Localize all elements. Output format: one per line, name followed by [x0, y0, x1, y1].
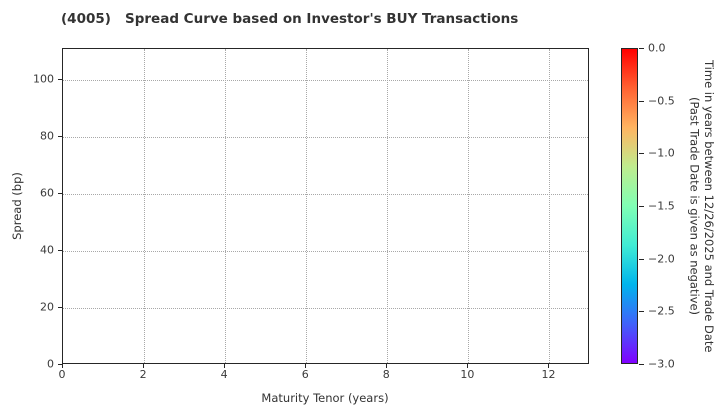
y-axis-label: Spread (bp): [10, 172, 24, 240]
y-tick-mark-20: [58, 307, 62, 309]
y-tick-label-100: 100: [33, 72, 54, 86]
colorbar-tick-−1.0: [639, 153, 644, 155]
x-tick-label-4: 4: [220, 368, 228, 381]
x-tick-mark-2: [143, 364, 145, 368]
colorbar-tick-label-0.0: 0.0: [648, 41, 666, 55]
colorbar-tick-label-−0.5: −0.5: [648, 94, 675, 108]
x-axis-label: Maturity Tenor (years): [261, 391, 389, 405]
x-tick-label-6: 6: [301, 368, 309, 381]
gridline-y-80: [63, 137, 588, 139]
x-tick-label-2: 2: [139, 368, 147, 381]
x-tick-label-8: 8: [382, 368, 390, 381]
y-tick-mark-60: [58, 193, 62, 195]
x-tick-label-0: 0: [58, 368, 66, 381]
colorbar-tick-−2.5: [639, 311, 644, 313]
colorbar-tick-−3.0: [639, 364, 644, 365]
chart-title: (4005) Spread Curve based on Investor's …: [61, 11, 519, 27]
gridline-x-2: [144, 49, 146, 363]
x-tick-mark-8: [386, 364, 388, 368]
gridline-y-20: [63, 308, 588, 310]
y-tick-label-80: 80: [40, 129, 54, 143]
x-tick-mark-6: [305, 364, 307, 368]
colorbar-tick-label-−1.0: −1.0: [648, 146, 675, 160]
gridline-x-8: [387, 49, 389, 363]
x-tick-mark-4: [224, 364, 226, 368]
x-tick-label-10: 10: [460, 368, 475, 381]
gridline-x-12: [549, 49, 551, 363]
colorbar-tick-label-−2.5: −2.5: [648, 304, 675, 318]
x-tick-mark-0: [62, 364, 63, 368]
y-tick-label-20: 20: [40, 300, 54, 314]
colorbar-label-line2: (Past Trade Date is given as negative): [687, 96, 702, 316]
plot-area[interactable]: [62, 48, 589, 364]
y-tick-label-60: 60: [40, 186, 54, 200]
colorbar-tick-label-−1.5: −1.5: [648, 199, 675, 213]
gridline-y-40: [63, 251, 588, 253]
gridline-y-60: [63, 194, 588, 196]
gridline-x-4: [225, 49, 227, 363]
y-tick-label-0: 0: [47, 357, 54, 371]
y-tick-mark-100: [58, 79, 62, 81]
colorbar-tick-−0.5: [639, 100, 644, 102]
colorbar-gradient: [621, 48, 638, 364]
y-tick-label-40: 40: [40, 243, 54, 257]
colorbar-tick-label-−3.0: −3.0: [648, 357, 675, 371]
colorbar-tick-0.0: [639, 48, 644, 49]
gridline-x-6: [306, 49, 308, 363]
colorbar-tick-−2.0: [639, 258, 644, 260]
colorbar-tick-label-−2.0: −2.0: [648, 252, 675, 266]
x-tick-mark-10: [467, 364, 469, 368]
x-tick-mark-12: [548, 364, 550, 368]
y-tick-mark-80: [58, 136, 62, 138]
colorbar-label: Time in years between 12/26/2025 and Tra…: [682, 48, 716, 364]
x-tick-label-12: 12: [541, 368, 556, 381]
colorbar-tick-−1.5: [639, 206, 644, 207]
colorbar-label-line1: Time in years between 12/26/2025 and Tra…: [702, 59, 716, 353]
y-tick-mark-0: [58, 364, 62, 365]
y-tick-mark-40: [58, 250, 62, 252]
gridline-y-100: [63, 80, 588, 82]
gridline-x-10: [468, 49, 470, 363]
